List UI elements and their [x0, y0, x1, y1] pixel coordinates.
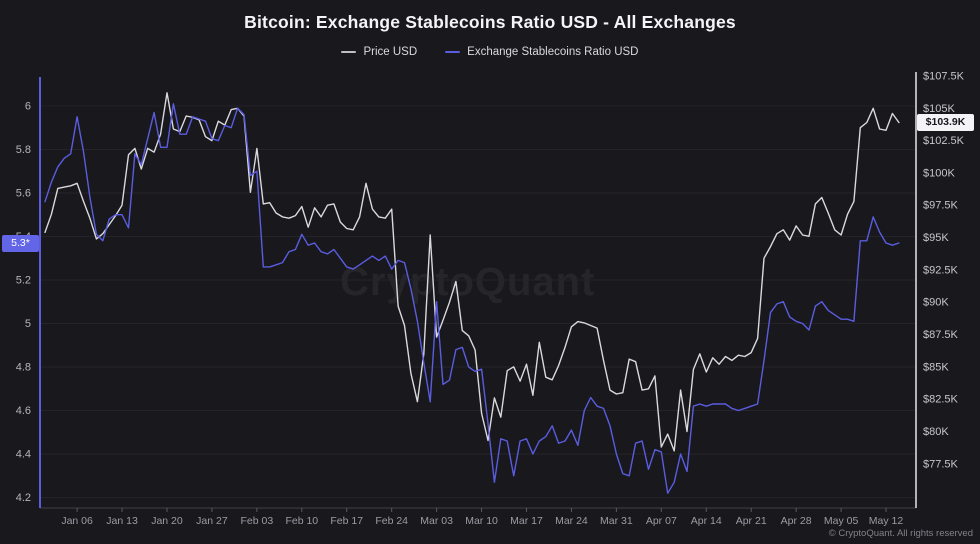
x-tick-label: Mar 31: [600, 515, 633, 527]
legend-item-ratio[interactable]: Exchange Stablecoins Ratio USD: [445, 46, 639, 58]
right-axis-tick-label: $95K: [923, 232, 949, 244]
right-axis-tick-label: $87.5K: [923, 329, 959, 341]
legend-label-ratio: Exchange Stablecoins Ratio USD: [467, 46, 639, 58]
right-axis-tick-label: $80K: [923, 426, 949, 438]
x-tick-label: Jan 27: [196, 515, 228, 527]
copyright-footer: © CryptoQuant. All rights reserved: [828, 528, 973, 539]
x-tick-label: Mar 17: [510, 515, 543, 527]
right-axis-tick-label: $102.5K: [923, 135, 965, 147]
left-axis-tick-label: 4.6: [16, 405, 31, 417]
x-tick-label: Feb 10: [285, 515, 318, 527]
right-axis-tick-label: $105K: [923, 103, 955, 115]
price-line-series: [44, 92, 900, 452]
x-tick-label: Apr 07: [646, 515, 677, 527]
x-tick-label: Apr 21: [736, 515, 767, 527]
x-tick-label: Apr 14: [691, 515, 722, 527]
left-axis-tick-label: 5: [25, 318, 31, 330]
right-axis-tick-label: $82.5K: [923, 394, 959, 406]
left-axis-tick-label: 5.2: [16, 274, 31, 286]
x-tick-label: Feb 17: [330, 515, 363, 527]
x-tick-label: Jan 20: [151, 515, 183, 527]
right-axis-tick-label: $77.5K: [923, 458, 959, 470]
x-tick-label: Feb 24: [375, 515, 408, 527]
legend: Price USD Exchange Stablecoins Ratio USD: [0, 46, 980, 58]
right-axis-tick-label: $85K: [923, 361, 949, 373]
x-tick-label: Apr 28: [781, 515, 812, 527]
x-tick-label: Jan 06: [61, 515, 93, 527]
ratio-line-series: [44, 103, 900, 494]
left-axis-tick-label: 4.2: [16, 492, 31, 504]
right-axis-tick-label: $100K: [923, 167, 955, 179]
price-series-dash-icon: [341, 51, 357, 53]
cryptoquant-watermark: CryptoQuant: [340, 260, 596, 304]
legend-label-price: Price USD: [363, 46, 418, 58]
price-current-value-badge: $103.9K: [917, 114, 974, 131]
x-tick-label: Mar 10: [465, 515, 498, 527]
left-axis-tick-label: 5.6: [16, 187, 31, 199]
right-axis-tick-label: $107.5K: [923, 70, 965, 82]
x-tick-label: May 05: [824, 515, 859, 527]
left-axis-tick-label: 5.8: [16, 144, 31, 156]
ratio-current-value-badge: 5.3*: [2, 234, 39, 252]
x-tick-label: May 12: [869, 515, 904, 527]
x-tick-label: Jan 13: [106, 515, 138, 527]
x-tick-label: Feb 03: [241, 515, 274, 527]
right-axis-tick-label: $97.5K: [923, 200, 959, 212]
legend-item-price[interactable]: Price USD: [341, 46, 417, 58]
ratio-series-dash-icon: [445, 51, 461, 53]
x-tick-label: Mar 03: [420, 515, 453, 527]
chart-title: Bitcoin: Exchange Stablecoins Ratio USD …: [244, 12, 736, 32]
left-axis-tick-label: 6: [25, 100, 31, 112]
right-axis-tick-label: $90K: [923, 297, 949, 309]
left-axis-tick-label: 4.8: [16, 362, 31, 374]
right-axis-tick-label: $92.5K: [923, 264, 959, 276]
left-axis-tick-label: 4.4: [16, 449, 31, 461]
x-tick-label: Mar 24: [555, 515, 588, 527]
